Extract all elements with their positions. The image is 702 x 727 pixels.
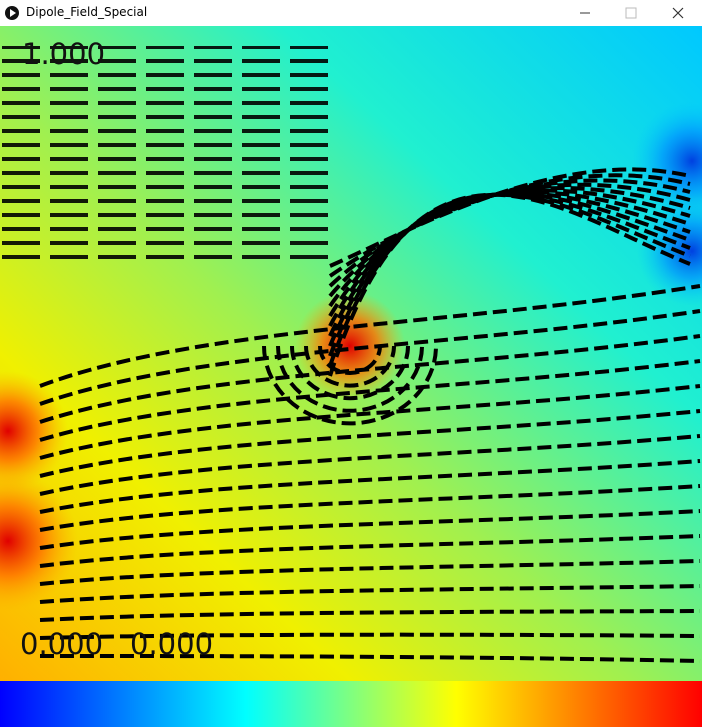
window-title: Dipole_Field_Special xyxy=(26,5,148,19)
field-line xyxy=(39,559,701,586)
field-line xyxy=(328,192,691,377)
field-line xyxy=(276,345,424,413)
field-line xyxy=(329,167,691,268)
color-bar xyxy=(0,681,702,727)
field-line xyxy=(328,190,691,327)
y-label: 0.000 xyxy=(130,627,213,661)
field-line xyxy=(39,632,701,640)
field-line xyxy=(318,345,382,375)
field-lines xyxy=(39,167,701,663)
field-line xyxy=(304,345,396,388)
title-bar-icons xyxy=(5,6,684,20)
field-line xyxy=(39,309,701,406)
field-line xyxy=(290,345,410,401)
field-lines-uniform xyxy=(0,46,330,266)
field-line xyxy=(39,584,701,604)
max-label: 1.000 xyxy=(22,37,105,71)
title-bar: Dipole_Field_Special xyxy=(0,0,702,26)
field-line xyxy=(39,609,701,622)
field-canvas: 1.000 0.000 0.000 xyxy=(0,26,702,727)
field-line xyxy=(328,192,691,367)
app-icon-glyph xyxy=(10,9,16,17)
negative-charge xyxy=(637,196,702,306)
field-line xyxy=(39,484,701,532)
field-line xyxy=(39,509,701,550)
x-label: 0.000 xyxy=(20,627,103,661)
field-line xyxy=(39,654,701,663)
field-line xyxy=(39,284,701,388)
field-line xyxy=(39,359,701,442)
field-line xyxy=(39,534,701,568)
maximize-button[interactable] xyxy=(625,7,637,19)
close-button[interactable] xyxy=(672,7,684,19)
field-line xyxy=(39,334,701,424)
field-line xyxy=(262,345,438,426)
positive-charge xyxy=(0,471,78,611)
